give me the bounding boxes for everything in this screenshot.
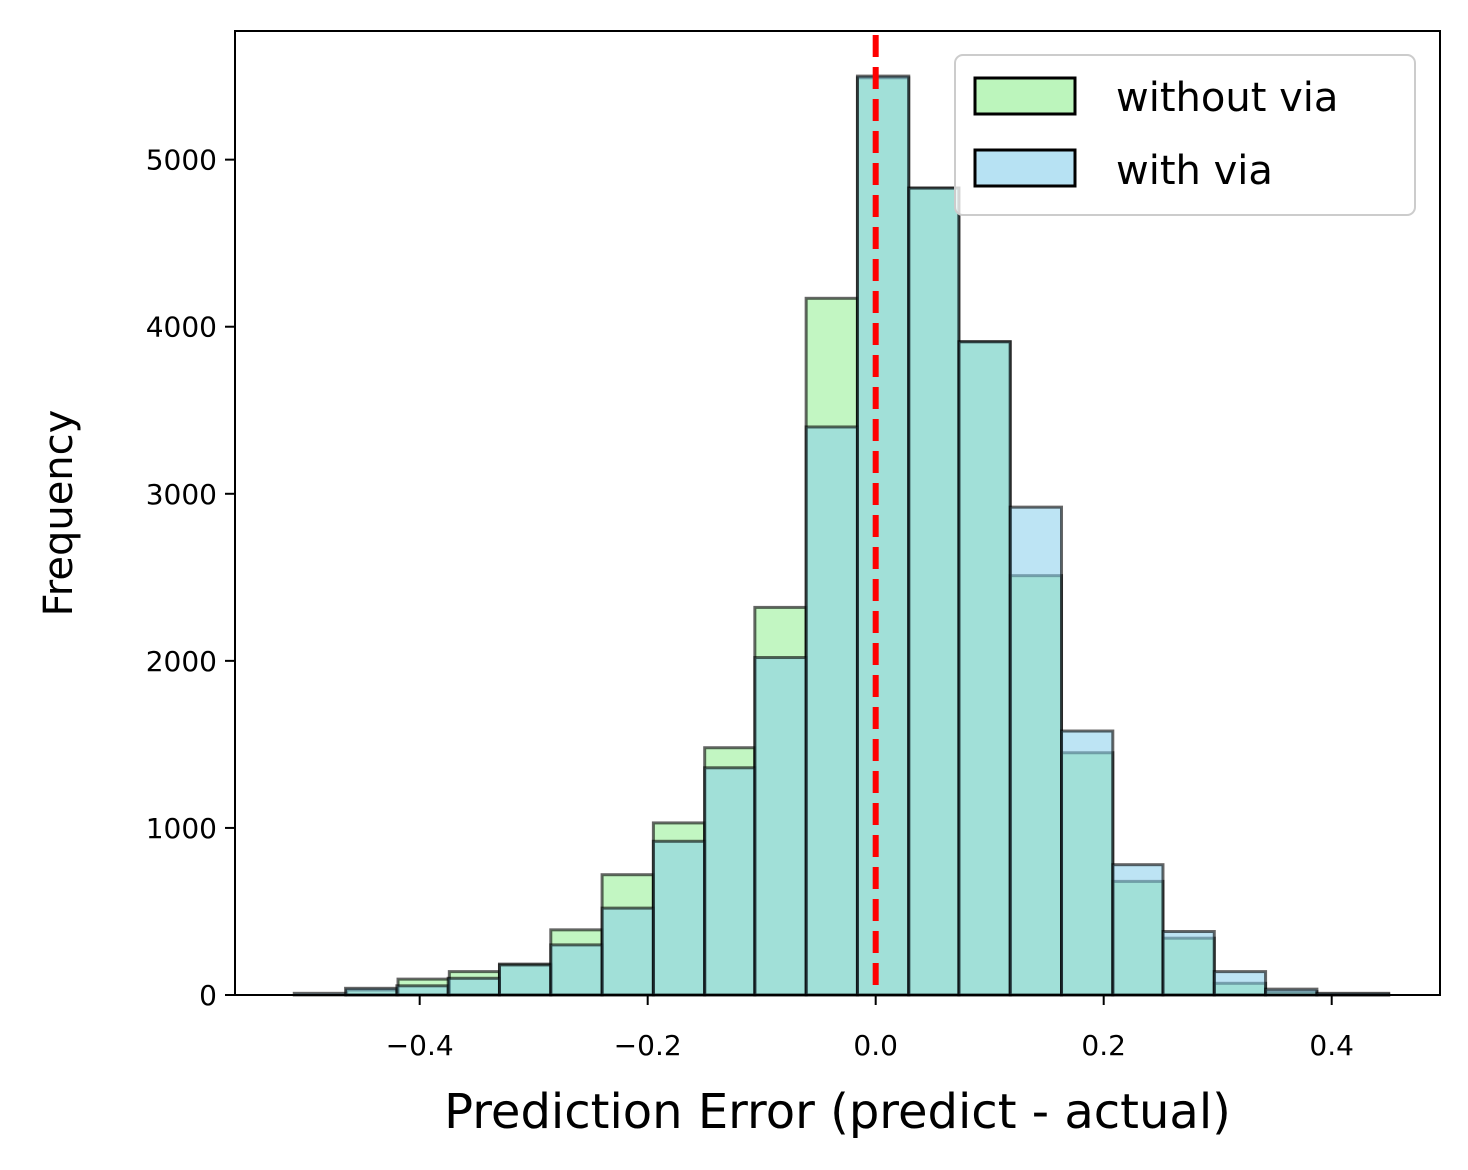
y-tick-label: 2000 bbox=[146, 645, 217, 678]
bar-series1-bin2 bbox=[395, 984, 450, 997]
bar-series1-bin6 bbox=[600, 906, 655, 997]
bar-series1-bin18 bbox=[1212, 970, 1268, 997]
bar-series1-bin3 bbox=[446, 976, 501, 997]
y-axis-label: Frequency bbox=[36, 410, 82, 617]
bar-series1-bin8 bbox=[703, 766, 757, 997]
bar-series1-bin5 bbox=[549, 943, 604, 997]
bar-series1-bin16 bbox=[1111, 863, 1165, 997]
y-tick-label: 0 bbox=[199, 979, 217, 1012]
x-tick-label: 0.0 bbox=[853, 1029, 898, 1062]
x-tick-label: −0.4 bbox=[386, 1029, 454, 1062]
legend-swatch-with-via bbox=[973, 148, 1077, 188]
bar-series1-bin12 bbox=[907, 186, 961, 997]
x-tick-label: 0.2 bbox=[1081, 1029, 1126, 1062]
x-axis-label: Prediction Error (predict - actual) bbox=[444, 1084, 1231, 1140]
plot-frame bbox=[234, 30, 1441, 996]
bar-series1-bin14 bbox=[1008, 505, 1064, 997]
ticks-layer: −0.4 −0.2 0.0 0.2 0.4 0 1000 2000 3000 4000 5000 bbox=[146, 144, 1354, 1062]
legend: without via with via bbox=[954, 54, 1416, 216]
bar-series1-bin7 bbox=[651, 839, 707, 997]
bar-series1-bin4 bbox=[497, 963, 553, 997]
legend-label-without-via: without via bbox=[1116, 75, 1338, 121]
y-tick-label: 4000 bbox=[146, 311, 217, 344]
y-tick-label: 3000 bbox=[146, 478, 217, 511]
bar-series1-bin11 bbox=[855, 74, 911, 997]
legend-swatch-without-via bbox=[973, 76, 1077, 116]
bar-series1-bin17 bbox=[1161, 930, 1216, 997]
bars-layer bbox=[292, 74, 1391, 997]
bar-series1-bin15 bbox=[1060, 729, 1115, 997]
bar-series1-bin9 bbox=[753, 656, 808, 997]
x-tick-label: 0.4 bbox=[1309, 1029, 1354, 1062]
y-tick-label: 5000 bbox=[146, 144, 217, 177]
x-tick-label: −0.2 bbox=[614, 1029, 682, 1062]
bar-series1-bin1 bbox=[344, 986, 399, 997]
y-tick-label: 1000 bbox=[146, 812, 217, 845]
legend-label-with-via: with via bbox=[1116, 148, 1273, 194]
bar-series1-bin10 bbox=[804, 425, 859, 997]
bar-series1-bin13 bbox=[957, 340, 1012, 997]
